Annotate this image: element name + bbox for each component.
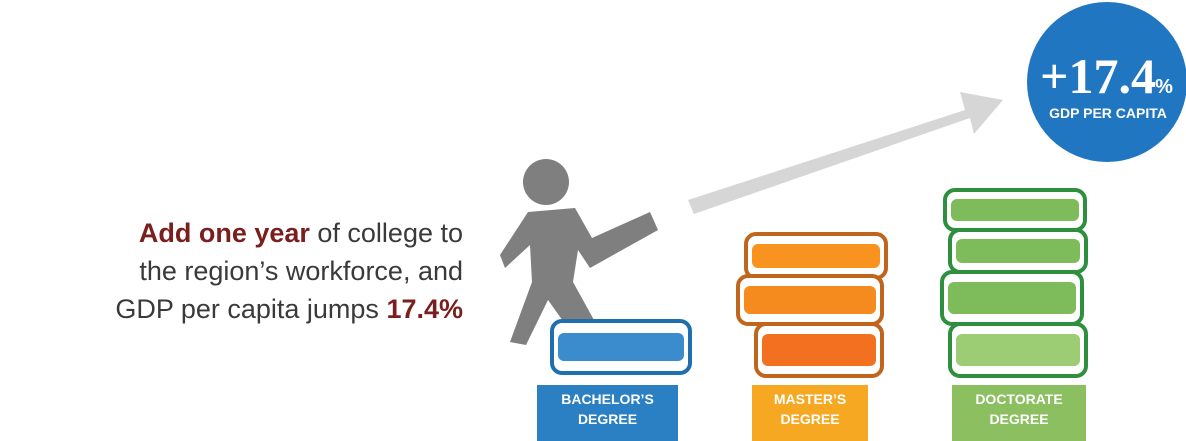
statement-text: the region’s workforce, and — [139, 256, 463, 286]
statement-line: Add one year of college to — [139, 218, 463, 248]
degree-label: BACHELOR’S — [561, 391, 654, 407]
degree-label: DEGREE — [780, 411, 839, 427]
statement-text: GDP per capita jumps — [115, 294, 386, 324]
badge-caption: GDP PER CAPITA — [1049, 105, 1167, 121]
degree-label: DEGREE — [989, 411, 1048, 427]
statement-line: GDP per capita jumps 17.4% — [115, 294, 463, 324]
badge-value: +17.4 — [1040, 48, 1156, 104]
book-stack — [942, 190, 1086, 376]
badge-unit: % — [1155, 76, 1173, 98]
book-stack — [738, 234, 886, 376]
book-stack — [552, 321, 690, 373]
statement-line: the region’s workforce, and — [139, 256, 463, 286]
infographic: +17.4 % GDP PER CAPITA Add one year of c… — [0, 0, 1186, 441]
walking-person — [500, 159, 658, 345]
degree-label: MASTER’S — [774, 391, 846, 407]
degree-label: DEGREE — [578, 411, 637, 427]
highlight-text: 17.4% — [386, 294, 463, 324]
badge: +17.4 % GDP PER CAPITA — [1027, 2, 1186, 162]
degree-label: DOCTORATE — [975, 391, 1062, 407]
highlight-text: Add one year — [139, 218, 311, 248]
statement-text: of college to — [310, 218, 463, 248]
